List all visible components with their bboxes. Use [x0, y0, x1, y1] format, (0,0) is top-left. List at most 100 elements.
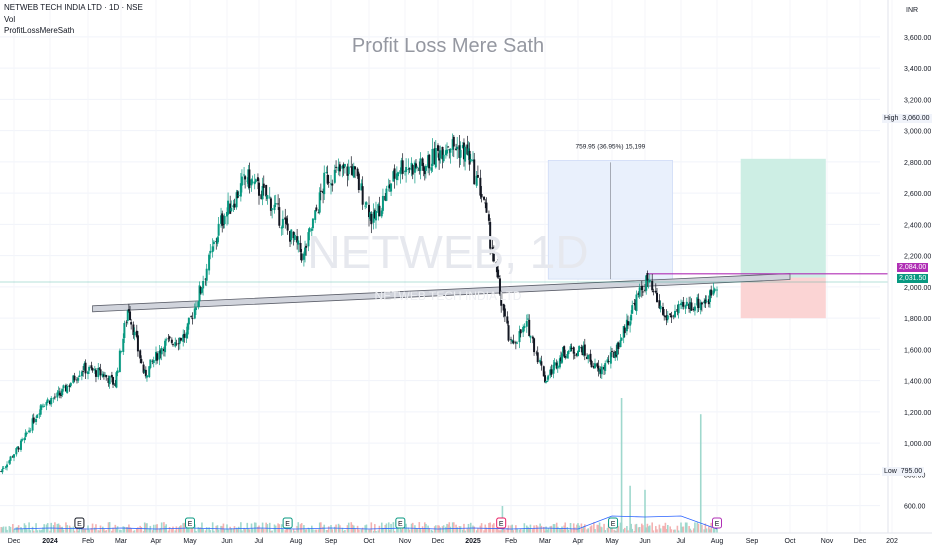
candle-body [217, 223, 220, 236]
candle-body [611, 350, 613, 352]
candle-body [148, 366, 151, 378]
y-tick-label: 600.00 [904, 504, 926, 511]
candle-body [114, 383, 117, 386]
volume-bar [350, 522, 353, 533]
candle-body [464, 146, 467, 162]
candle-body [133, 331, 136, 336]
candle-body [310, 228, 313, 231]
candle-body [160, 348, 163, 355]
volume-bar [456, 527, 458, 533]
volume-bar [422, 528, 425, 533]
candle-body [713, 288, 716, 292]
candle-body [130, 322, 133, 325]
volume-bar [199, 527, 202, 533]
candle-body [651, 280, 654, 291]
earnings-marker[interactable]: E [608, 517, 619, 529]
candle-body [108, 375, 111, 385]
candle-body [35, 418, 38, 423]
volume-bar [31, 526, 34, 533]
candle-body [175, 343, 178, 345]
candle-body [364, 205, 367, 207]
volume-bar [606, 527, 609, 533]
volume-bar [705, 528, 708, 533]
volume-bar [479, 525, 482, 533]
trendline-channel[interactable] [92, 273, 791, 313]
watermark-name: NETWEB TECH INDIA LTD [375, 289, 522, 303]
candle-body [66, 386, 69, 393]
candle-body [372, 212, 375, 223]
volume-bar [258, 525, 260, 533]
volume-bar [116, 526, 119, 533]
indicator-profitloss[interactable]: ProfitLossMereSath [4, 26, 75, 35]
candle-body [418, 167, 421, 172]
earnings-marker[interactable]: E [496, 517, 507, 529]
candle-body [46, 399, 49, 403]
indicator-vol[interactable]: Vol [4, 15, 16, 24]
candle-body [226, 211, 228, 217]
earnings-marker[interactable]: E [282, 517, 293, 529]
candle-body [212, 241, 215, 245]
candle-body [384, 195, 387, 201]
volume-bar [458, 526, 461, 533]
candle-body [561, 353, 564, 363]
candle-body [274, 203, 277, 205]
candle-body [428, 154, 431, 169]
candle-body [697, 298, 700, 309]
volume-bar [81, 526, 83, 533]
earnings-marker[interactable]: E [185, 517, 195, 529]
candle-body [343, 164, 346, 167]
volume-bar [171, 528, 173, 533]
candle-body [39, 405, 42, 415]
candle-body [373, 210, 376, 219]
candle-body [116, 370, 119, 374]
time-axis[interactable]: Dec 2024 Feb Mar Apr May Jun Jul Aug Sep Oct Nov Dec… [0, 517, 932, 545]
stop-zone[interactable] [740, 277, 826, 319]
volume-bar [211, 522, 214, 533]
drawings[interactable]: 759.95 (36.95%) 15,199 [0, 143, 888, 319]
volume-bar [536, 526, 539, 533]
volume-bar [709, 529, 711, 533]
volume-bar [682, 526, 685, 533]
earnings-marker[interactable]: E [712, 517, 722, 529]
volume-bar [572, 523, 575, 533]
volume-bar [115, 528, 118, 533]
candle-body [637, 292, 640, 296]
volume-bar [597, 525, 600, 533]
candle-body [405, 167, 408, 172]
earnings-marker[interactable]: E [395, 517, 406, 529]
volume-bar [15, 527, 18, 533]
earnings-marker[interactable]: E [74, 517, 85, 529]
candle-body [707, 299, 710, 305]
volume-bar [604, 530, 606, 533]
volume-bar [567, 529, 570, 533]
volume-bar [635, 523, 638, 533]
candle-body [622, 326, 625, 338]
candle-body [647, 281, 650, 283]
candle-body [165, 339, 168, 341]
volume-bar [659, 528, 662, 533]
candle-body [31, 418, 34, 431]
candle-body [105, 374, 108, 378]
candle-body [598, 369, 601, 372]
volume-bar [308, 528, 311, 533]
candle-body [489, 222, 492, 249]
candle-body [322, 190, 325, 194]
volume-bar [193, 524, 196, 533]
volume-bar [689, 528, 692, 533]
candle-body [416, 166, 419, 168]
y-tick-label: 2,600.00 [904, 191, 931, 198]
candle-body [247, 169, 250, 184]
volume-bar [704, 523, 707, 533]
volume-bar [694, 522, 696, 533]
symbol-title[interactable]: NETWEB TECH INDIA LTD · 1D · NSE [4, 3, 143, 12]
y-tick-label: 2,000.00 [904, 285, 931, 292]
candle-body [600, 366, 603, 375]
volume-bar [570, 528, 573, 533]
candle-body [342, 164, 345, 169]
volume-bar [314, 529, 316, 533]
candle-body [433, 148, 436, 165]
target-zone[interactable] [740, 158, 826, 278]
candle-body [368, 204, 370, 218]
candle-body [144, 369, 147, 377]
